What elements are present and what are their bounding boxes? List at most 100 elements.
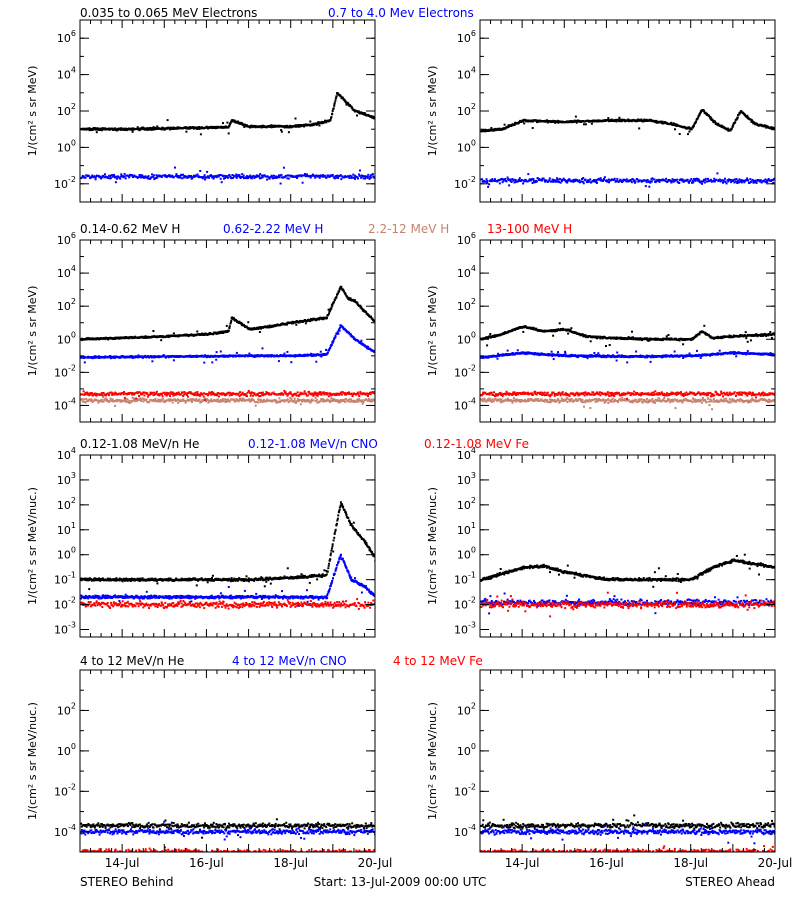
data-point: [766, 181, 768, 183]
data-point: [120, 173, 122, 175]
data-point: [124, 173, 126, 175]
y-tick-exponent: 2: [71, 297, 76, 306]
data-point: [110, 177, 112, 179]
data-point: [589, 178, 591, 180]
data-point: [266, 179, 268, 181]
data-points: [80, 92, 377, 185]
data-point: [315, 361, 317, 363]
data-point: [638, 127, 640, 129]
data-point: [259, 392, 261, 394]
y-tick-label: 106: [57, 231, 76, 247]
data-point: [199, 170, 201, 172]
data-point: [84, 361, 86, 363]
y-tick-mantissa: 10: [57, 234, 71, 247]
data-point: [156, 125, 158, 127]
y-tick-mantissa: 10: [54, 399, 68, 412]
y-tick-label: 10-2: [54, 175, 76, 191]
y-tick-label: 10-2: [54, 363, 76, 379]
data-point: [187, 396, 189, 398]
y-tick-exponent: -2: [68, 175, 76, 184]
data-point: [104, 173, 106, 175]
data-point: [307, 395, 309, 397]
y-tick-label: 100: [57, 138, 76, 154]
data-point: [591, 123, 593, 125]
data-points: [480, 109, 777, 188]
data-point: [206, 171, 208, 173]
data-point: [220, 178, 222, 180]
data-point: [745, 179, 747, 181]
data-point: [330, 116, 332, 118]
data-point: [196, 391, 198, 393]
data-point: [301, 174, 303, 176]
data-point: [281, 174, 283, 176]
data-point: [693, 124, 695, 126]
data-point: [143, 401, 145, 403]
data-point: [367, 395, 369, 397]
data-point: [290, 393, 292, 395]
data-point: [734, 179, 736, 181]
data-point: [367, 174, 369, 176]
data-point: [494, 178, 496, 180]
y-tick-mantissa: 10: [457, 141, 471, 154]
data-point: [204, 174, 206, 176]
data-point: [332, 174, 334, 176]
data-point: [297, 391, 299, 393]
y-tick-mantissa: 10: [57, 105, 71, 118]
data-point: [114, 405, 116, 407]
data-point: [156, 391, 158, 393]
data-point: [648, 186, 650, 188]
data-point: [198, 176, 200, 178]
data-point: [203, 176, 205, 178]
data-point: [688, 182, 690, 184]
data-point: [330, 119, 332, 121]
y-axis-label: 1/(cm² s sr MeV): [26, 66, 39, 157]
y-tick-mantissa: 10: [457, 105, 471, 118]
data-point: [357, 178, 359, 180]
data-point: [255, 405, 257, 407]
y-tick-exponent: 6: [471, 29, 476, 38]
data-point: [333, 301, 335, 303]
legend-entry: 2.2-12 MeV H: [368, 222, 449, 236]
data-point: [146, 392, 148, 394]
data-point: [295, 393, 297, 395]
data-point: [81, 398, 83, 400]
data-point: [344, 401, 346, 403]
data-point: [328, 395, 330, 397]
data-point: [504, 178, 506, 180]
data-point: [313, 399, 315, 401]
data-point: [91, 399, 93, 401]
data-point: [532, 178, 534, 180]
data-point: [199, 398, 201, 400]
legend-entry: 4 to 12 MeV/n He: [80, 654, 184, 668]
data-point: [604, 176, 606, 178]
data-points: [80, 286, 377, 407]
data-point: [101, 392, 103, 394]
data-point: [96, 131, 98, 133]
y-tick-exponent: 2: [471, 102, 476, 111]
data-point: [151, 173, 153, 175]
data-point: [248, 353, 250, 355]
data-point: [234, 176, 236, 178]
legend-entry: 4 to 12 MeV Fe: [393, 654, 483, 668]
y-tick-exponent: 4: [471, 66, 476, 75]
data-point: [734, 121, 736, 123]
data-point: [607, 117, 609, 119]
data-point: [172, 402, 174, 404]
data-point: [304, 390, 306, 392]
data-point: [295, 324, 297, 326]
data-point: [226, 325, 228, 327]
y-tick-exponent: 4: [71, 264, 76, 273]
data-point: [366, 393, 368, 395]
data-point: [481, 178, 483, 180]
y-tick-mantissa: 10: [57, 141, 71, 154]
data-point: [726, 182, 728, 184]
data-point: [220, 351, 222, 353]
data-point: [127, 398, 129, 400]
data-point: [532, 182, 534, 184]
data-point: [316, 399, 318, 401]
data-point: [115, 181, 117, 183]
data-point: [338, 290, 340, 292]
legend-entry: 0.12-1.08 MeV/n CNO: [248, 437, 378, 451]
data-point: [243, 126, 245, 128]
